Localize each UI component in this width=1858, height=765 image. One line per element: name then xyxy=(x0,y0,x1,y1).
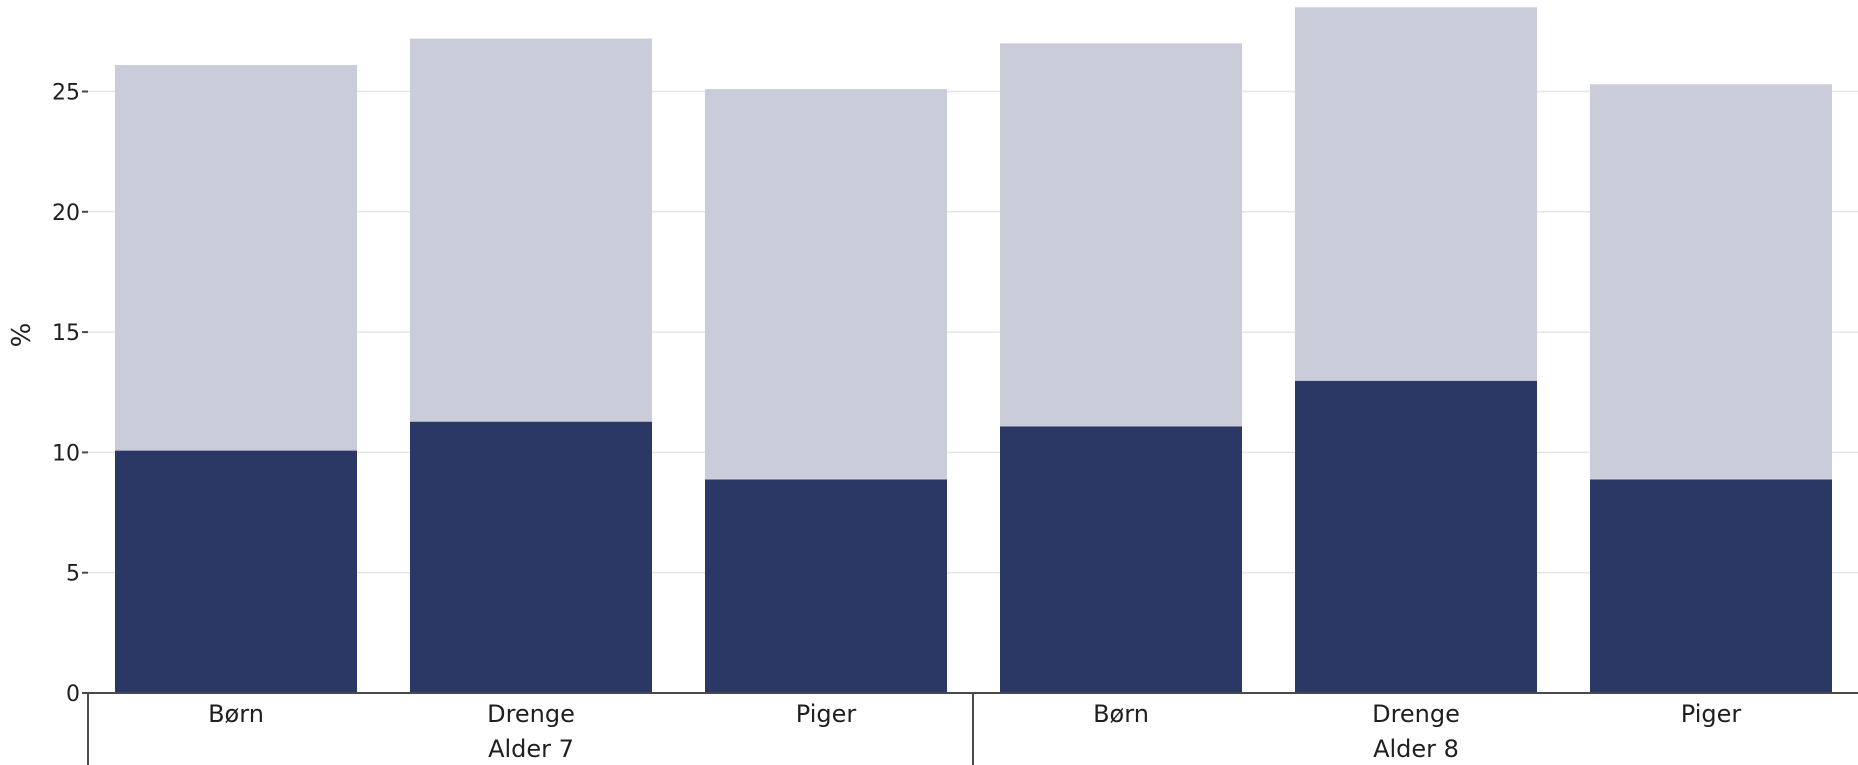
x-category-label-4: Børn xyxy=(1093,700,1149,728)
y-tick-label-2: 10 xyxy=(52,441,80,466)
axes: 0 5 10 15 20 25 Børn Drenge Piger Børn Drenge Piger… xyxy=(52,81,1858,765)
bar-1-segment-2 xyxy=(115,65,357,450)
x-category-label-5: Drenge xyxy=(1372,700,1460,728)
bar-5-segment-1 xyxy=(1295,380,1537,693)
bar-3-segment-2 xyxy=(705,89,947,479)
bar-5-segment-2 xyxy=(1295,7,1537,381)
y-tick-label-3: 15 xyxy=(52,321,80,346)
bar-4-segment-2 xyxy=(1000,43,1242,426)
y-tick-label-0: 0 xyxy=(66,682,80,707)
bar-3-segment-1 xyxy=(705,478,947,693)
y-axis-title: % xyxy=(7,323,37,348)
y-tick-label-4: 20 xyxy=(52,201,80,226)
y-tick-label-1: 5 xyxy=(66,562,80,587)
bar-1-segment-1 xyxy=(115,449,357,693)
x-group-label-1: Alder 7 xyxy=(488,735,574,763)
bar-6-segment-2 xyxy=(1590,84,1832,479)
bar-4-segment-1 xyxy=(1000,425,1242,693)
grid xyxy=(88,90,1858,574)
bars xyxy=(115,7,1832,693)
y-tick-label-5: 25 xyxy=(52,81,80,106)
bar-6-segment-1 xyxy=(1590,478,1832,693)
x-group-label-2: Alder 8 xyxy=(1373,735,1459,763)
x-category-label-2: Drenge xyxy=(487,700,575,728)
x-category-label-1: Børn xyxy=(208,700,264,728)
x-category-label-3: Piger xyxy=(796,700,857,728)
bar-2-segment-2 xyxy=(410,38,652,422)
bar-2-segment-1 xyxy=(410,421,652,693)
x-category-label-6: Piger xyxy=(1681,700,1742,728)
